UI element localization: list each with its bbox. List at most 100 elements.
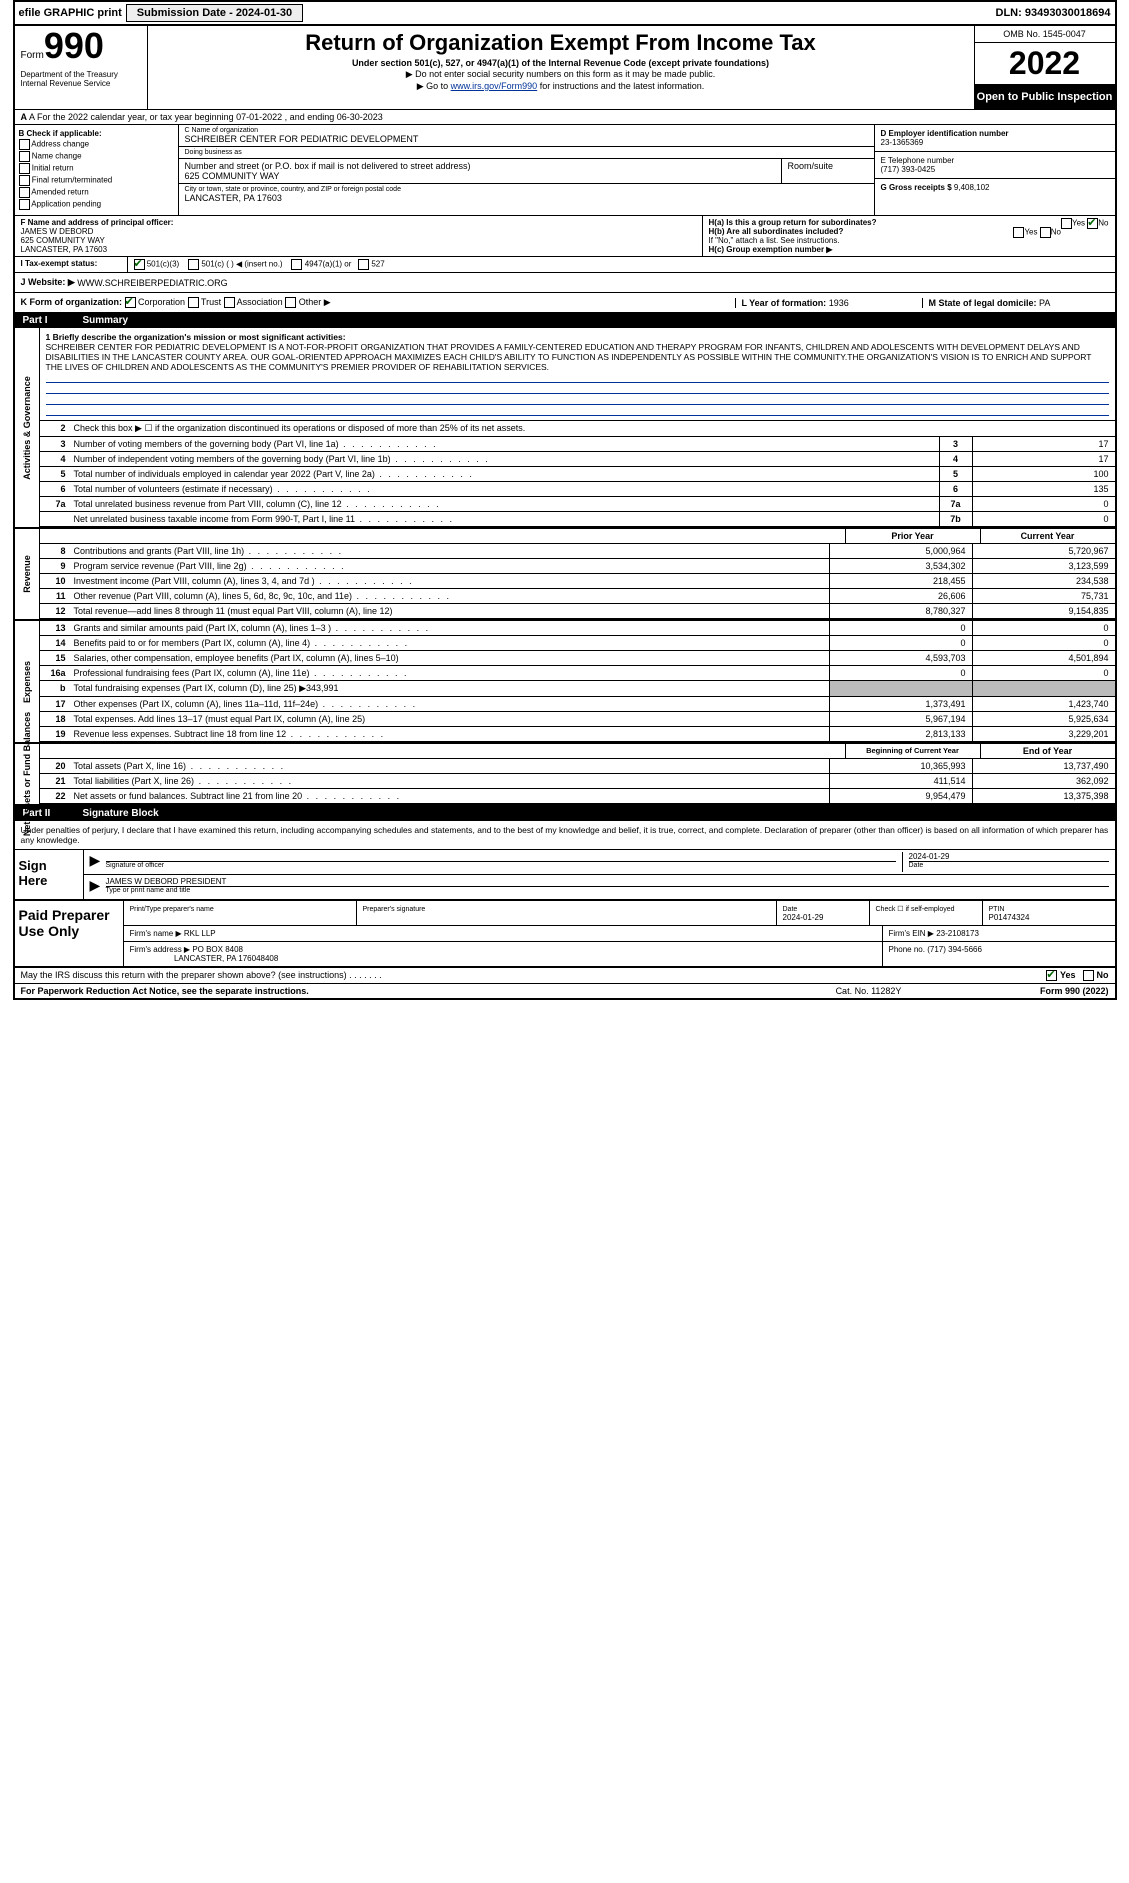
firm-addr: PO BOX 8408 xyxy=(192,945,243,954)
col-c-org-info: C Name of organization SCHREIBER CENTER … xyxy=(179,125,875,215)
vlabel-gov: Activities & Governance xyxy=(15,328,40,527)
part-1-header: Part ISummary xyxy=(15,313,1115,328)
cat-no: Cat. No. 11282Y xyxy=(769,986,969,996)
l18-curr: 5,925,634 xyxy=(972,712,1115,726)
title-box: Return of Organization Exempt From Incom… xyxy=(148,26,974,109)
vlabel-net: Net Assets or Fund Balances xyxy=(15,744,40,804)
form-subtitle: Under section 501(c), 527, or 4947(a)(1)… xyxy=(152,58,970,68)
l8-prior: 5,000,964 xyxy=(829,544,972,558)
row-a: A A For the 2022 calendar year, or tax y… xyxy=(15,110,1115,125)
k-row: K Form of organization: Corporation Trus… xyxy=(15,293,1115,313)
city: LANCASTER, PA 17603 xyxy=(185,193,868,203)
cb-address[interactable]: Address change xyxy=(19,139,174,150)
officer-name: JAMES W DEBORD xyxy=(21,227,94,236)
part-2-header: Part IISignature Block xyxy=(15,806,1115,821)
vlabel-rev: Revenue xyxy=(15,529,40,619)
gov-block: Activities & Governance 1 Briefly descri… xyxy=(15,328,1115,529)
submission-date-button[interactable]: Submission Date - 2024-01-30 xyxy=(126,4,303,22)
form-header: Form990 Department of the Treasury Inter… xyxy=(15,26,1115,110)
form-title: Return of Organization Exempt From Incom… xyxy=(152,30,970,56)
discuss-row: May the IRS discuss this return with the… xyxy=(15,968,1115,984)
l20-prior: 10,365,993 xyxy=(829,759,972,773)
l22-prior: 9,954,479 xyxy=(829,789,972,803)
l16a-prior: 0 xyxy=(829,666,972,680)
org-name: SCHREIBER CENTER FOR PEDIATRIC DEVELOPME… xyxy=(185,134,868,144)
inspection-label: Open to Public Inspection xyxy=(975,85,1115,109)
l9-curr: 3,123,599 xyxy=(972,559,1115,573)
l22-curr: 13,375,398 xyxy=(972,789,1115,803)
l12-curr: 9,154,835 xyxy=(972,604,1115,618)
l17-curr: 1,423,740 xyxy=(972,697,1115,711)
cb-amended[interactable]: Amended return xyxy=(19,187,174,198)
ein: 23-1365369 xyxy=(881,138,924,147)
exp-block: Expenses 13Grants and similar amounts pa… xyxy=(15,621,1115,744)
gross-receipts: 9,408,102 xyxy=(954,183,990,192)
efile-label: efile GRAPHIC print xyxy=(19,7,122,19)
l17-prior: 1,373,491 xyxy=(829,697,972,711)
line-4-val: 17 xyxy=(972,452,1115,466)
paid-preparer-block: Paid Preparer Use Only Print/Type prepar… xyxy=(15,901,1115,968)
cb-initial[interactable]: Initial return xyxy=(19,163,174,174)
firm-phone: (717) 394-5666 xyxy=(927,945,982,954)
l16a-curr: 0 xyxy=(972,666,1115,680)
street: 625 COMMUNITY WAY xyxy=(185,171,775,181)
irs-link[interactable]: www.irs.gov/Form990 xyxy=(451,81,538,91)
prep-date: 2024-01-29 xyxy=(783,913,824,922)
l21-curr: 362,092 xyxy=(972,774,1115,788)
cb-pending[interactable]: Application pending xyxy=(19,199,174,210)
cb-discuss-yes[interactable] xyxy=(1046,970,1057,981)
cb-final[interactable]: Final return/terminated xyxy=(19,175,174,186)
website: WWW.SCHREIBERPEDIATRIC.ORG xyxy=(77,278,227,288)
h-box: H(a) Is this a group return for subordin… xyxy=(702,216,1115,256)
l15-curr: 4,501,894 xyxy=(972,651,1115,665)
cb-discuss-no[interactable] xyxy=(1083,970,1094,981)
omb-number: OMB No. 1545-0047 xyxy=(975,26,1115,43)
j-row: J Website: ▶ WWW.SCHREIBERPEDIATRIC.ORG xyxy=(15,273,1115,293)
form-990-page: efile GRAPHIC print Submission Date - 20… xyxy=(13,0,1117,1000)
l20-curr: 13,737,490 xyxy=(972,759,1115,773)
l15-prior: 4,593,703 xyxy=(829,651,972,665)
dept-label: Department of the Treasury Internal Reve… xyxy=(21,70,141,88)
firm-ein: 23-2108173 xyxy=(936,929,979,938)
firm-name: RKL LLP xyxy=(184,929,216,938)
year-formed: 1936 xyxy=(829,298,849,308)
declaration-text: Under penalties of perjury, I declare th… xyxy=(15,821,1115,849)
l11-prior: 26,606 xyxy=(829,589,972,603)
l10-prior: 218,455 xyxy=(829,574,972,588)
form-number-box: Form990 Department of the Treasury Inter… xyxy=(15,26,148,109)
cb-name[interactable]: Name change xyxy=(19,151,174,162)
line-7a-val: 0 xyxy=(972,497,1115,511)
l13-curr: 0 xyxy=(972,621,1115,635)
domicile-state: PA xyxy=(1039,298,1050,308)
l19-curr: 3,229,201 xyxy=(972,727,1115,741)
col-de: D Employer identification number 23-1365… xyxy=(875,125,1115,215)
cb-other[interactable] xyxy=(285,297,296,308)
l10-curr: 234,538 xyxy=(972,574,1115,588)
tax-year: 2022 xyxy=(975,43,1115,85)
cb-assoc[interactable] xyxy=(224,297,235,308)
cb-527[interactable] xyxy=(358,259,369,270)
fgh-row: F Name and address of principal officer:… xyxy=(15,216,1115,257)
sign-here-row: Sign Here ▶ Signature of officer 2024-01… xyxy=(15,849,1115,899)
l12-prior: 8,780,327 xyxy=(829,604,972,618)
col-b-checkboxes: B Check if applicable: Address change Na… xyxy=(15,125,179,215)
right-header-box: OMB No. 1545-0047 2022 Open to Public In… xyxy=(974,26,1115,109)
mission-box: 1 Briefly describe the organization's mi… xyxy=(40,328,1115,421)
l19-prior: 2,813,133 xyxy=(829,727,972,741)
cb-501c3[interactable] xyxy=(134,259,145,270)
l18-prior: 5,967,194 xyxy=(829,712,972,726)
line-7b-val: 0 xyxy=(972,512,1115,526)
l13-prior: 0 xyxy=(829,621,972,635)
i-row: I Tax-exempt status: 501(c)(3) 501(c) ( … xyxy=(15,257,1115,273)
f-box: F Name and address of principal officer:… xyxy=(15,216,702,256)
note-1: ▶ Do not enter social security numbers o… xyxy=(152,69,970,80)
net-block: Net Assets or Fund Balances Beginning of… xyxy=(15,744,1115,806)
cb-trust[interactable] xyxy=(188,297,199,308)
cb-501c[interactable] xyxy=(188,259,199,270)
cb-4947[interactable] xyxy=(291,259,302,270)
cb-corp[interactable] xyxy=(125,297,136,308)
rev-block: Revenue Prior YearCurrent Year 8Contribu… xyxy=(15,529,1115,621)
l9-prior: 3,534,302 xyxy=(829,559,972,573)
mission-text: SCHREIBER CENTER FOR PEDIATRIC DEVELOPME… xyxy=(46,342,1092,372)
ptin: P01474324 xyxy=(989,913,1030,922)
